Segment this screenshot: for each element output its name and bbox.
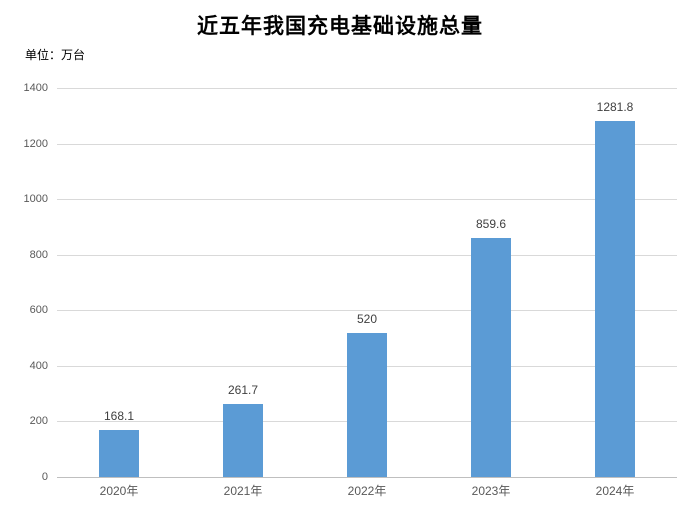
bar (347, 332, 387, 477)
bar-value-label: 1281.8 (596, 99, 634, 114)
x-tick-label: 2022年 (347, 484, 387, 498)
gridline (57, 199, 677, 201)
bar (471, 238, 511, 477)
unit-label: 单位：万台 (25, 48, 86, 62)
x-axis-line (57, 477, 677, 478)
gridline (57, 254, 677, 256)
y-tick-label: 0 (41, 471, 48, 483)
x-tick-label: 2021年 (223, 484, 263, 498)
y-tick-label: 1000 (23, 193, 48, 206)
bar (99, 430, 139, 477)
bar-value-label: 261.7 (227, 383, 259, 398)
y-tick-label: 600 (29, 304, 48, 317)
bar (223, 404, 263, 477)
x-tick-label: 2024年 (595, 484, 635, 498)
x-tick-label: 2023年 (471, 484, 511, 498)
y-tick-label: 800 (29, 248, 48, 261)
bar-value-label: 168.1 (103, 409, 135, 424)
gridline (57, 310, 677, 312)
bar-value-label: 520 (356, 311, 378, 326)
x-tick-label: 2020年 (99, 484, 139, 498)
chart-title: 近五年我国充电基础设施总量 (197, 14, 483, 38)
y-tick-label: 400 (29, 359, 48, 372)
bar-value-label: 859.6 (475, 217, 507, 232)
gridline (57, 143, 677, 145)
y-tick-label: 1400 (23, 82, 48, 94)
bar (595, 120, 635, 477)
y-tick-label: 200 (29, 415, 48, 428)
gridline (57, 88, 677, 89)
y-tick-label: 1200 (23, 137, 48, 150)
